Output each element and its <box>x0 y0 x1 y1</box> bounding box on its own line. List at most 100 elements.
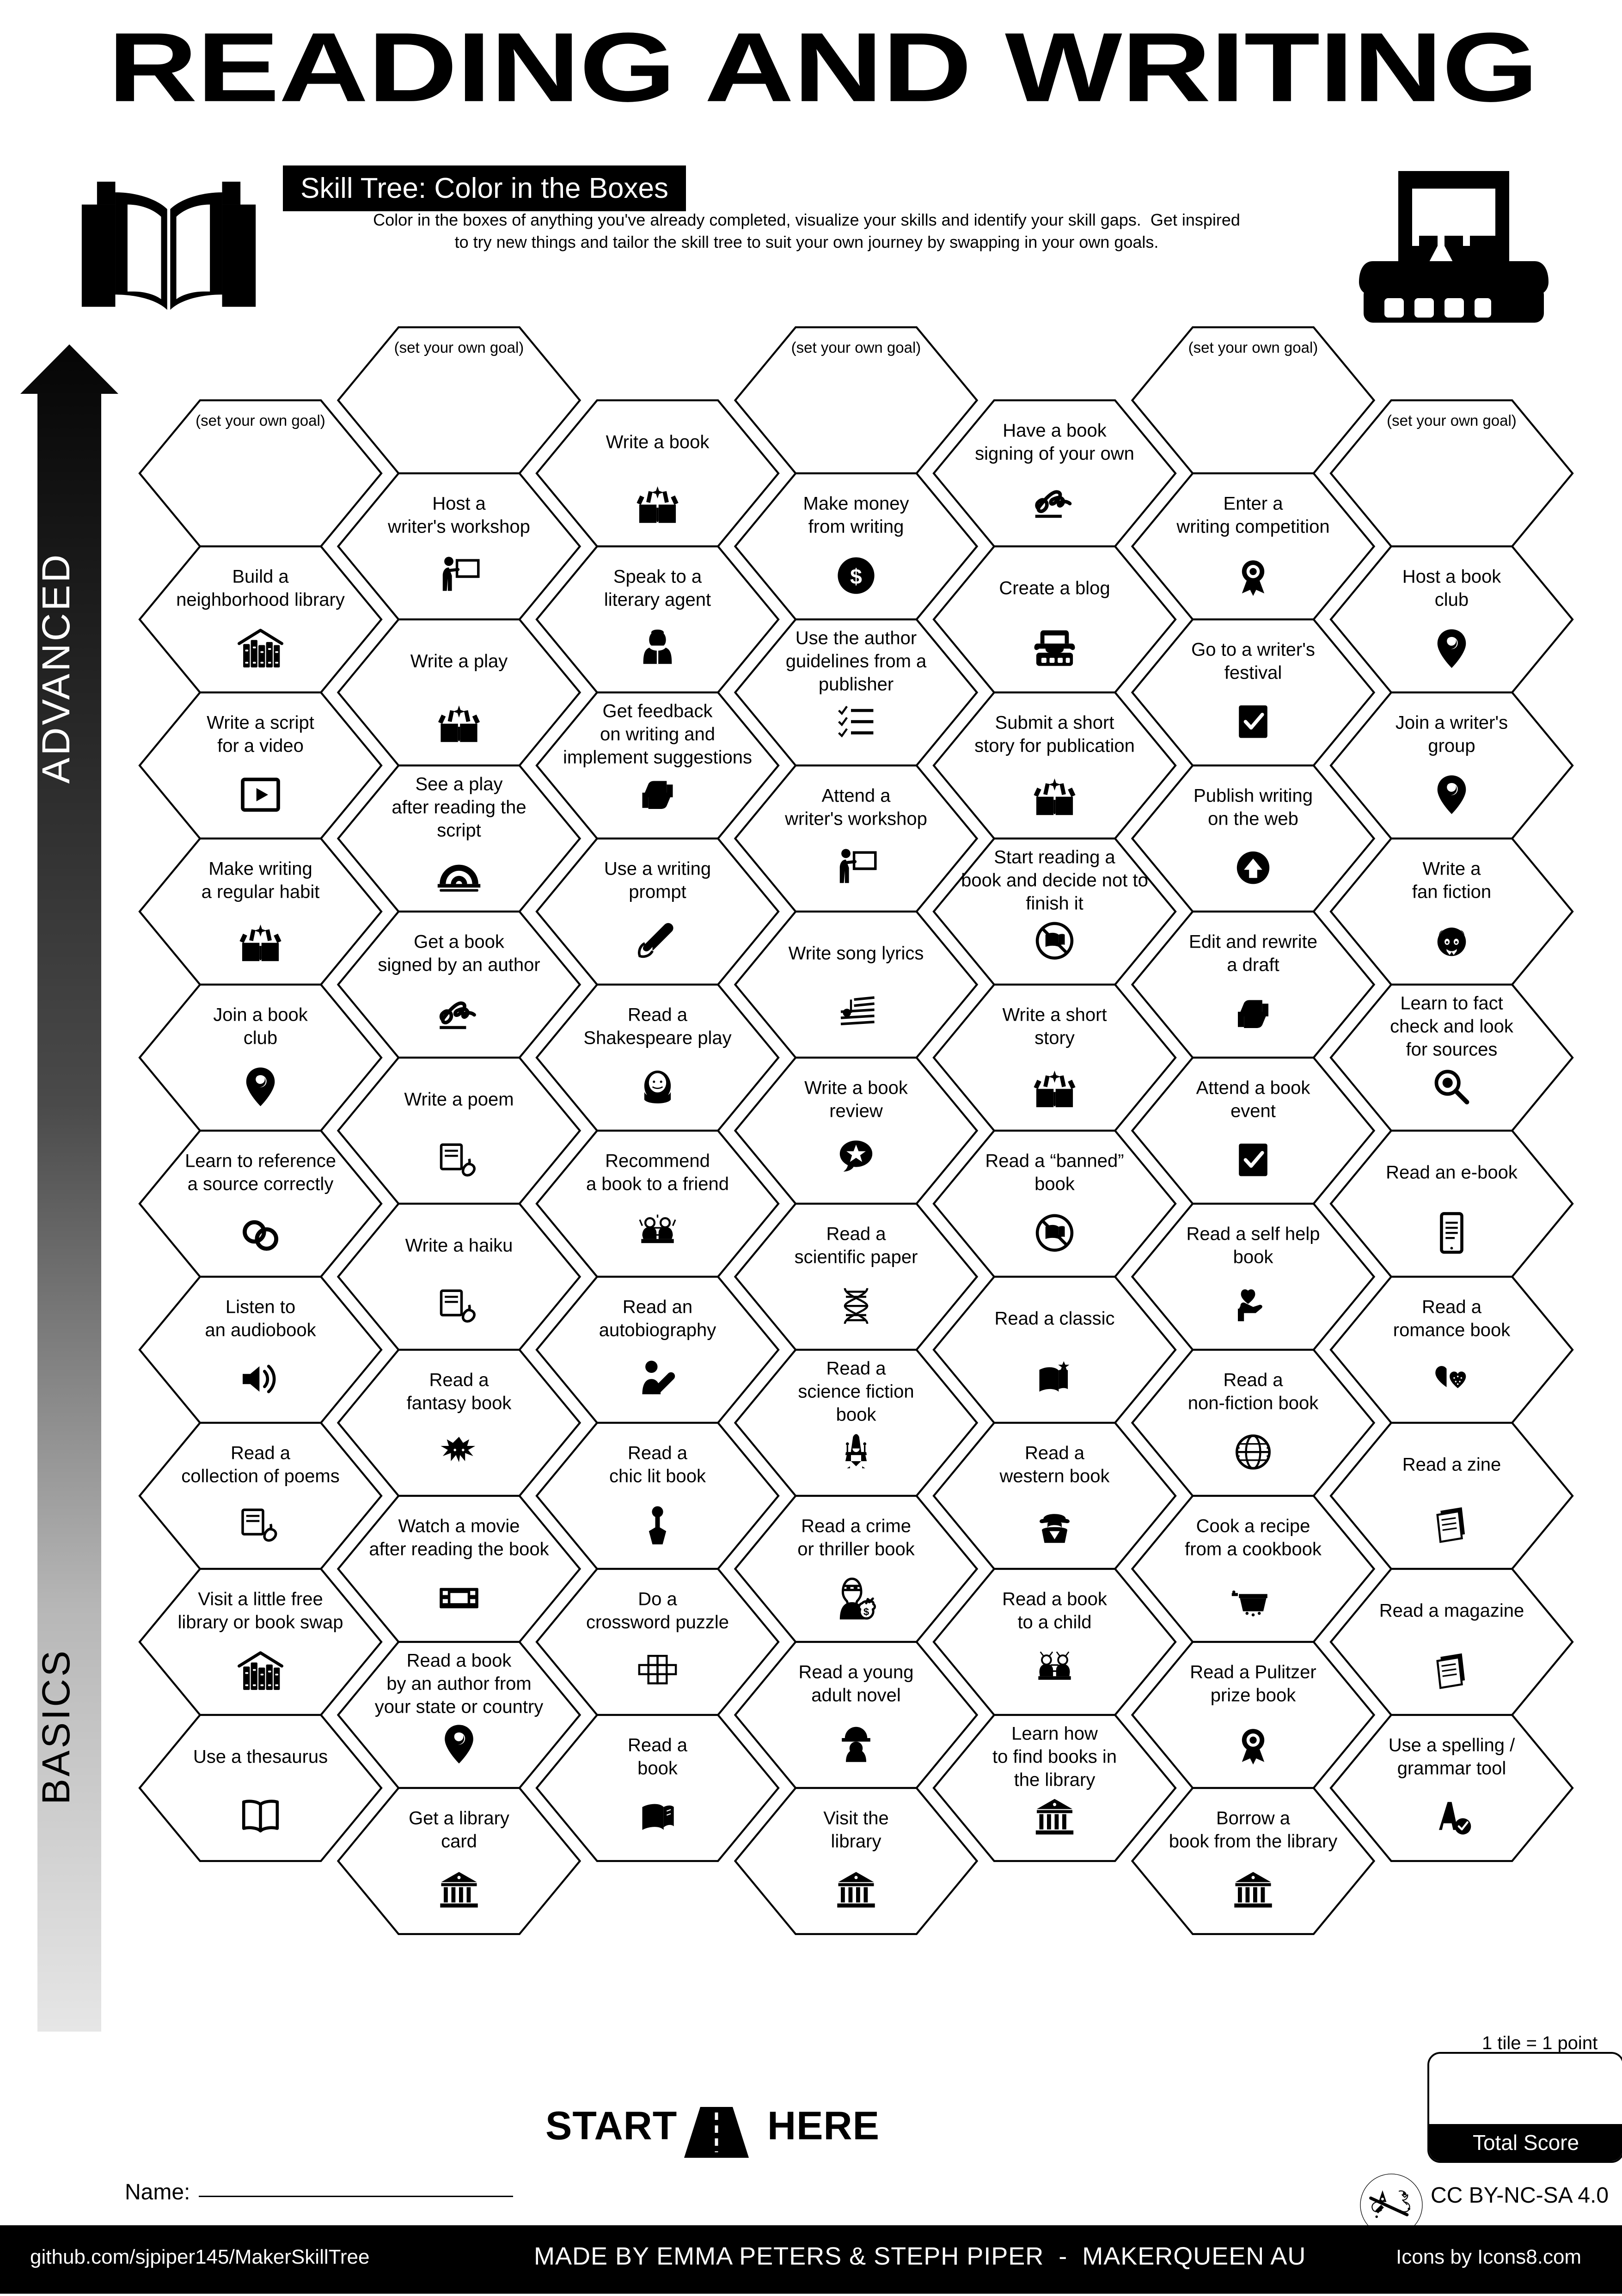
svg-text:Read an: Read an <box>623 1297 692 1317</box>
svg-text:non-fiction book: non-fiction book <box>1188 1393 1319 1414</box>
svg-text:script: script <box>437 820 481 841</box>
svg-text:Use a thesaurus: Use a thesaurus <box>193 1747 328 1767</box>
svg-text:Watch a movie: Watch a movie <box>398 1516 520 1537</box>
svg-text:Listen to: Listen to <box>226 1297 295 1317</box>
svg-text:Write song lyrics: Write song lyrics <box>789 943 924 964</box>
svg-text:Read a: Read a <box>1422 1297 1482 1317</box>
svg-text:from a cookbook: from a cookbook <box>1185 1539 1322 1560</box>
svg-text:Learn to reference: Learn to reference <box>185 1151 336 1171</box>
svg-text:romance book: romance book <box>1393 1320 1511 1341</box>
svg-text:Read a: Read a <box>628 1735 688 1756</box>
svg-text:collection of poems: collection of poems <box>181 1466 339 1487</box>
svg-text:Shakespeare play: Shakespeare play <box>583 1028 731 1048</box>
svg-text:prompt: prompt <box>629 882 686 902</box>
svg-text:story for publication: story for publication <box>974 736 1135 756</box>
svg-text:publisher: publisher <box>819 674 894 695</box>
svg-text:Read a book: Read a book <box>1002 1589 1108 1610</box>
svg-text:Use the author: Use the author <box>796 628 917 649</box>
svg-text:card: card <box>441 1831 477 1852</box>
svg-text:the library: the library <box>1014 1770 1096 1790</box>
svg-text:Make writing: Make writing <box>208 859 312 879</box>
svg-text:Write a haiku: Write a haiku <box>405 1236 513 1256</box>
svg-text:on writing and: on writing and <box>600 724 715 745</box>
svg-text:book: book <box>836 1405 877 1425</box>
svg-text:Recommend: Recommend <box>605 1151 710 1171</box>
svg-text:chic lit book: chic lit book <box>609 1466 706 1487</box>
svg-text:science fiction: science fiction <box>798 1382 914 1402</box>
svg-text:autobiography: autobiography <box>599 1320 716 1341</box>
svg-text:Read a: Read a <box>628 1005 688 1025</box>
svg-text:Host a book: Host a book <box>1402 567 1501 587</box>
svg-text:by an author from: by an author from <box>386 1674 532 1694</box>
svg-text:a regular habit: a regular habit <box>202 882 320 902</box>
svg-text:Join a writer's: Join a writer's <box>1396 713 1508 733</box>
svg-text:to find books in: to find books in <box>992 1747 1117 1767</box>
svg-text:crossword puzzle: crossword puzzle <box>586 1612 729 1633</box>
svg-text:prize book: prize book <box>1211 1685 1297 1706</box>
svg-text:ADVANCED: ADVANCED <box>34 552 78 784</box>
svg-text:Write a book: Write a book <box>606 432 710 453</box>
svg-text:for sources: for sources <box>1406 1040 1498 1060</box>
svg-text:See a play: See a play <box>415 774 502 795</box>
svg-text:Submit a short: Submit a short <box>995 713 1114 733</box>
svg-text:Use a writing: Use a writing <box>604 859 711 879</box>
svg-text:Read a magazine: Read a magazine <box>1379 1601 1524 1621</box>
svg-text:(set your own goal): (set your own goal) <box>394 339 524 356</box>
svg-text:book: book <box>1233 1247 1274 1267</box>
svg-text:Visit a little free: Visit a little free <box>198 1589 323 1610</box>
svg-text:library: library <box>831 1831 881 1852</box>
svg-text:Get feedback: Get feedback <box>603 701 713 722</box>
svg-text:Read an e-book: Read an e-book <box>1386 1163 1518 1183</box>
svg-text:an audiobook: an audiobook <box>205 1320 316 1341</box>
svg-text:a draft: a draft <box>1227 955 1279 975</box>
svg-text:Read a Pulitzer: Read a Pulitzer <box>1190 1662 1316 1683</box>
svg-text:review: review <box>829 1101 883 1121</box>
svg-text:Speak to a: Speak to a <box>613 567 702 587</box>
svg-text:Read a crime: Read a crime <box>801 1516 911 1537</box>
svg-text:Read a: Read a <box>429 1370 490 1390</box>
svg-text:writing competition: writing competition <box>1176 517 1329 537</box>
svg-text:adult novel: adult novel <box>811 1685 900 1706</box>
svg-text:Read a young: Read a young <box>798 1662 913 1683</box>
svg-text:BASICS: BASICS <box>34 1648 78 1805</box>
svg-text:book and decide not to: book and decide not to <box>961 870 1148 891</box>
svg-text:for a video: for a video <box>217 736 304 756</box>
svg-text:grammar tool: grammar tool <box>1397 1758 1506 1779</box>
svg-text:from writing: from writing <box>808 517 904 537</box>
svg-text:Read a zine: Read a zine <box>1402 1455 1501 1475</box>
svg-text:Start reading a: Start reading a <box>994 847 1115 868</box>
svg-text:or thriller book: or thriller book <box>797 1539 915 1560</box>
svg-text:Do a: Do a <box>638 1589 677 1610</box>
svg-text:guidelines from a: guidelines from a <box>786 651 927 672</box>
svg-text:writer's workshop: writer's workshop <box>784 809 927 829</box>
svg-text:a source correctly: a source correctly <box>188 1174 334 1194</box>
svg-text:Enter a: Enter a <box>1224 494 1284 514</box>
svg-text:Read a book: Read a book <box>407 1651 512 1671</box>
svg-text:signing of your own: signing of your own <box>975 444 1134 464</box>
svg-text:Make money: Make money <box>803 494 909 514</box>
svg-text:Learn to fact: Learn to fact <box>1400 993 1503 1014</box>
svg-text:a book to a friend: a book to a friend <box>586 1174 729 1194</box>
svg-text:on the web: on the web <box>1208 809 1298 829</box>
svg-text:fan fiction: fan fiction <box>1412 882 1491 902</box>
svg-text:Write a: Write a <box>1423 859 1481 879</box>
svg-text:Host a: Host a <box>432 494 486 514</box>
svg-text:Have a book: Have a book <box>1003 421 1107 441</box>
svg-text:Read a classic: Read a classic <box>994 1309 1114 1329</box>
svg-text:festival: festival <box>1224 663 1282 683</box>
svg-text:Edit and rewrite: Edit and rewrite <box>1189 932 1317 952</box>
svg-text:literary agent: literary agent <box>604 590 711 610</box>
svg-text:Go to a writer's: Go to a writer's <box>1191 640 1315 660</box>
svg-text:Create a blog: Create a blog <box>999 578 1110 599</box>
svg-text:event: event <box>1230 1101 1276 1121</box>
svg-text:after reading the book: after reading the book <box>369 1539 549 1560</box>
svg-text:finish it: finish it <box>1026 894 1083 914</box>
svg-text:Learn how: Learn how <box>1011 1724 1098 1744</box>
svg-text:your state or country: your state or country <box>375 1697 544 1717</box>
svg-text:Read a: Read a <box>826 1224 887 1244</box>
svg-text:Attend a book: Attend a book <box>1196 1078 1311 1098</box>
svg-text:Write a script: Write a script <box>207 713 314 733</box>
svg-text:Use a spelling /: Use a spelling / <box>1389 1735 1515 1756</box>
svg-text:club: club <box>244 1028 277 1048</box>
svg-text:Get a library: Get a library <box>409 1808 509 1829</box>
